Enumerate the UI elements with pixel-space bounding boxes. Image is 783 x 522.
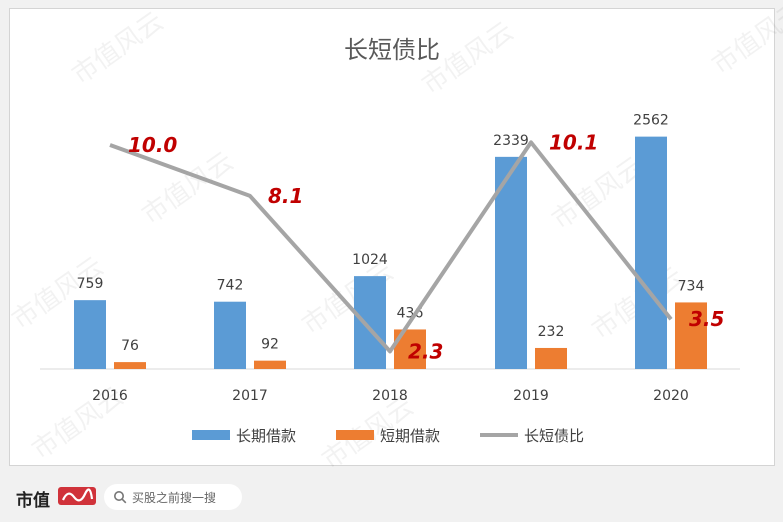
data-label: 76 [121,338,139,354]
bar-long-term [495,156,527,369]
data-label: 92 [261,337,279,353]
line-data-label: 10.0 [128,133,177,157]
x-tick-label: 2016 [92,388,128,404]
watermark-text: 市值风云 [707,0,783,81]
data-label: 2562 [633,113,669,129]
data-label: 2339 [493,133,529,149]
brand-logo [58,487,96,505]
bar-long-term [635,136,667,369]
line-data-label: 10.1 [549,130,598,154]
line-ratio [109,140,673,354]
brand-name: 市值 [16,491,50,511]
data-label: 759 [77,276,104,292]
bar-long-term [214,301,246,369]
legend-swatch [192,430,230,440]
data-label: 734 [678,278,705,294]
bar-long-term [74,300,106,369]
x-tick-labels: 2016 2017 2018 2019 2020 [92,388,689,404]
legend: 长期借款 短期借款 长短债比 [192,427,584,445]
footer: 市值 买股之前搜一搜 [0,472,783,522]
line-data-label: 2.3 [408,339,443,363]
x-tick-label: 2017 [232,388,268,404]
line-labels: 10.0 8.1 2.3 10.1 3.5 [128,130,724,363]
watermark-text: 市值风云 [67,6,169,90]
x-tick-label: 2019 [513,388,549,404]
legend-label: 长短债比 [524,427,584,445]
bar-short-term [535,347,567,369]
data-label: 1024 [352,252,388,268]
bar-short-term [114,362,146,369]
line-data-label: 3.5 [689,307,724,331]
chart-title: 长短债比 [344,36,440,64]
line-series [109,140,673,354]
legend-swatch [336,430,374,440]
x-tick-label: 2018 [372,388,408,404]
search-placeholder: 买股之前搜一搜 [132,491,217,505]
search-box[interactable]: 买股之前搜一搜 [104,484,242,510]
bar-short-term [254,360,286,369]
legend-label: 短期借款 [380,427,440,445]
line-data-label: 8.1 [268,184,303,208]
bar-short-term [675,302,707,369]
search-icon [114,491,127,504]
x-tick-label: 2020 [653,388,689,404]
data-label: 742 [217,278,244,294]
watermark-text: 市值风云 [547,151,649,235]
legend-label: 长期借款 [236,427,296,445]
bars [74,136,707,369]
bar-long-term [354,276,386,369]
data-label: 232 [538,324,565,340]
